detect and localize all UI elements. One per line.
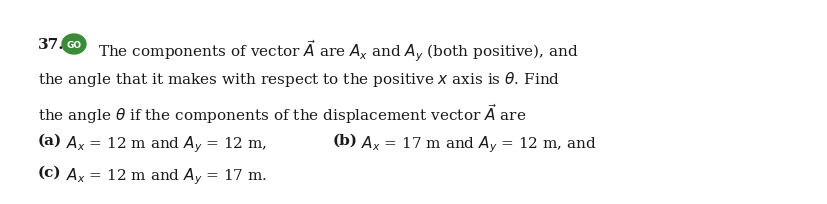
Text: the angle $\theta$ if the components of the displacement vector $\vec{A}$ are: the angle $\theta$ if the components of … bbox=[38, 102, 526, 125]
Text: The components of vector $\vec{A}$ are $A_x$ and $A_y$ (both positive), and: The components of vector $\vec{A}$ are $… bbox=[98, 38, 578, 63]
Text: $A_x$ = 12 m and $A_y$ = 17 m.: $A_x$ = 12 m and $A_y$ = 17 m. bbox=[66, 165, 267, 186]
Text: GO: GO bbox=[66, 40, 82, 49]
Text: the angle that it makes with respect to the positive $x$ axis is $\theta$. Find: the angle that it makes with respect to … bbox=[38, 70, 560, 89]
Text: $A_x$ = 12 m and $A_y$ = 12 m,: $A_x$ = 12 m and $A_y$ = 12 m, bbox=[66, 133, 267, 154]
Text: (a): (a) bbox=[38, 133, 62, 147]
Text: $A_x$ = 17 m and $A_y$ = 12 m, and: $A_x$ = 17 m and $A_y$ = 12 m, and bbox=[361, 133, 596, 154]
Text: (c): (c) bbox=[38, 165, 61, 179]
Text: 37.: 37. bbox=[38, 38, 65, 52]
Text: (b): (b) bbox=[332, 133, 357, 147]
Ellipse shape bbox=[62, 35, 86, 55]
